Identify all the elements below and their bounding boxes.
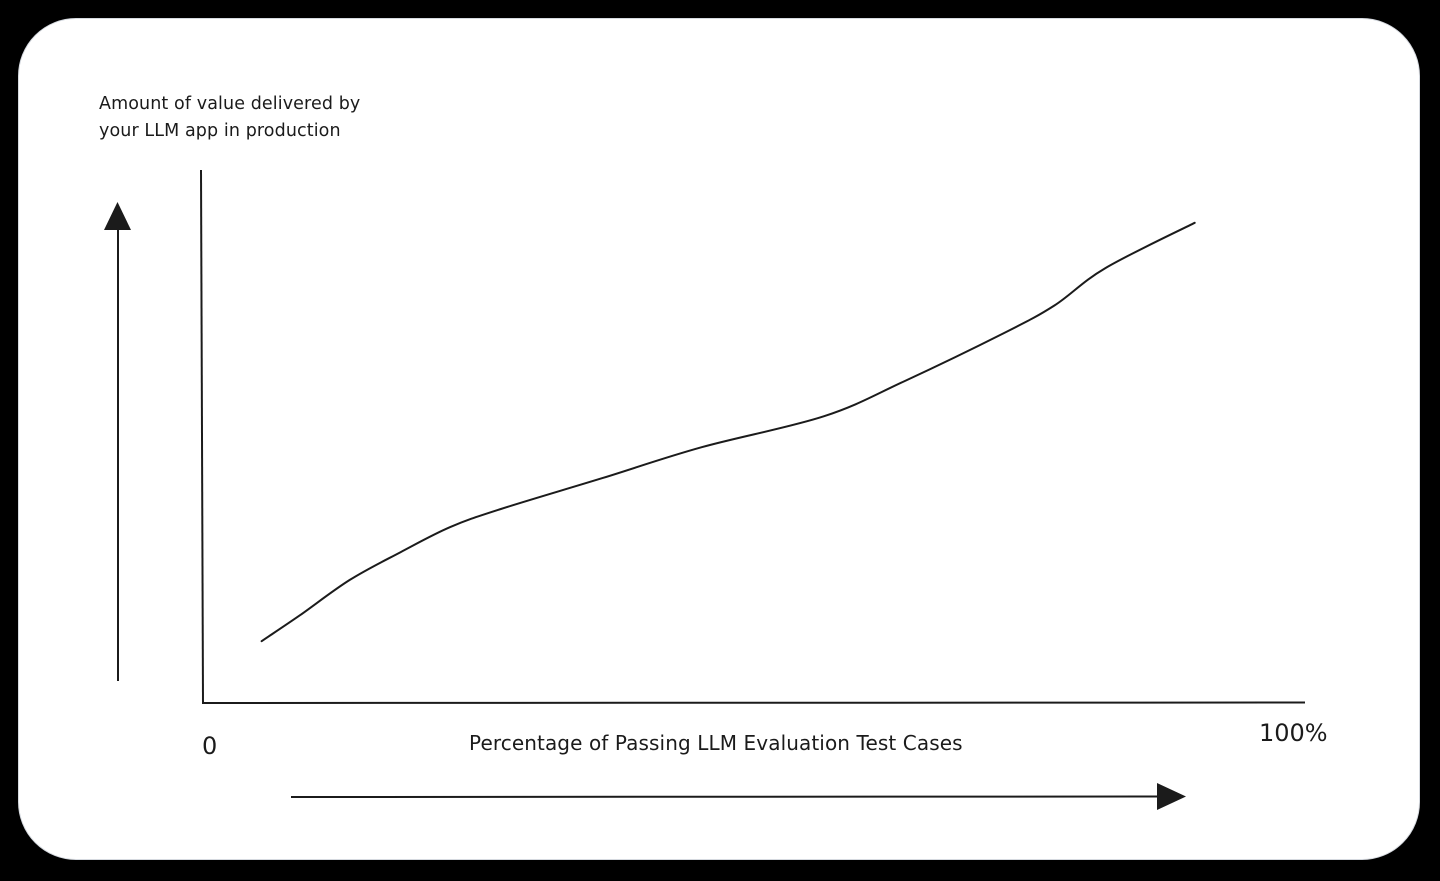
x-tick-label-min: 0 <box>202 732 218 760</box>
y-axis-title-line-2: your LLM app in production <box>99 121 341 141</box>
x-axis-line <box>201 701 1306 704</box>
value-curve <box>260 221 1196 643</box>
y-axis-title-line-1: Amount of value delivered by <box>99 94 361 114</box>
x-axis-title: Percentage of Passing LLM Evaluation Tes… <box>469 731 963 755</box>
x-direction-arrow-icon <box>290 783 1186 810</box>
x-tick-label-max: 100% <box>1259 719 1328 747</box>
y-axis-line <box>200 169 204 704</box>
y-axis-title: Amount of value delivered by your LLM ap… <box>99 91 419 145</box>
chart-card <box>18 18 1420 860</box>
y-direction-arrow-icon <box>104 202 131 681</box>
